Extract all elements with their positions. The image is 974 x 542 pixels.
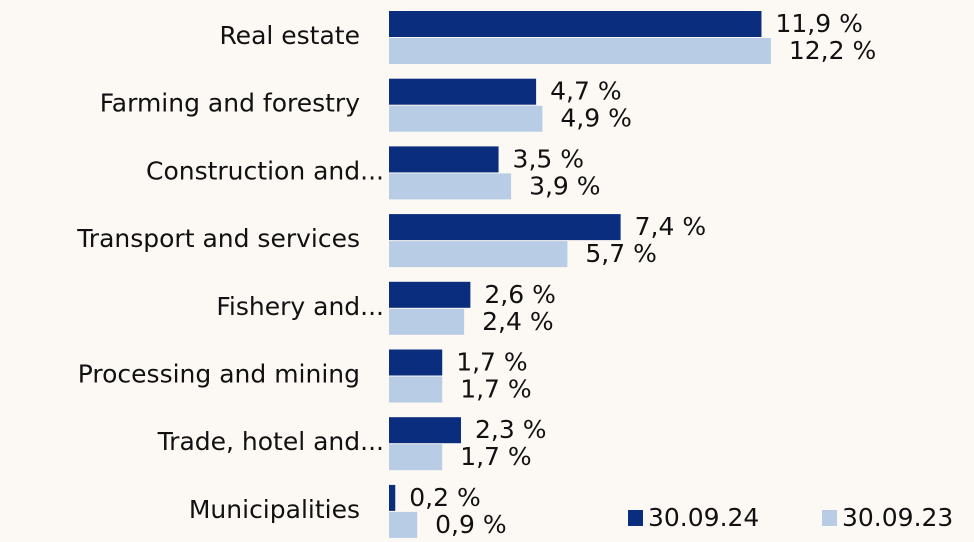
category-label: Transport and services [76,224,360,253]
category-label: Construction and... [146,156,384,185]
bar [389,308,465,335]
bar [389,484,396,511]
category-label: Processing and mining [78,360,360,389]
value-label: 4,9 % [560,104,631,133]
bar [389,281,471,308]
bar [389,146,499,173]
category-label: Farming and forestry [100,89,360,118]
value-label: 1,7 % [460,442,531,471]
legend-label: 30.09.23 [842,503,953,532]
value-label: 0,2 % [409,483,480,512]
value-label: 5,7 % [585,239,656,268]
value-label: 2,3 % [475,415,546,444]
category-label: Municipalities [189,495,360,524]
bar [389,38,771,64]
bar [389,214,621,241]
value-label: 4,7 % [550,77,621,106]
value-label: 3,9 % [529,171,600,200]
bar [389,511,418,538]
legend-swatch [822,510,837,526]
value-label: 11,9 % [775,9,862,38]
category-label: Trade, hotel and... [157,427,384,456]
value-label: 2,6 % [484,280,555,309]
value-label: 1,7 % [456,348,527,377]
value-label: 3,5 % [513,144,584,173]
value-label: 7,4 % [635,212,706,241]
bar [389,444,443,471]
bar [389,105,543,132]
bar [389,349,443,376]
bar [389,417,461,444]
category-label: Fishery and... [216,292,384,321]
bar [389,78,537,105]
bar [389,11,762,37]
bar [389,173,512,200]
bar [389,376,443,403]
legend-label: 30.09.24 [648,503,759,532]
legend-swatch [628,510,643,526]
value-label: 0,9 % [435,510,506,539]
value-label: 1,7 % [460,375,531,404]
bar [389,241,568,268]
category-label: Real estate [219,21,360,50]
value-label: 12,2 % [789,36,876,65]
value-label: 2,4 % [482,307,553,336]
